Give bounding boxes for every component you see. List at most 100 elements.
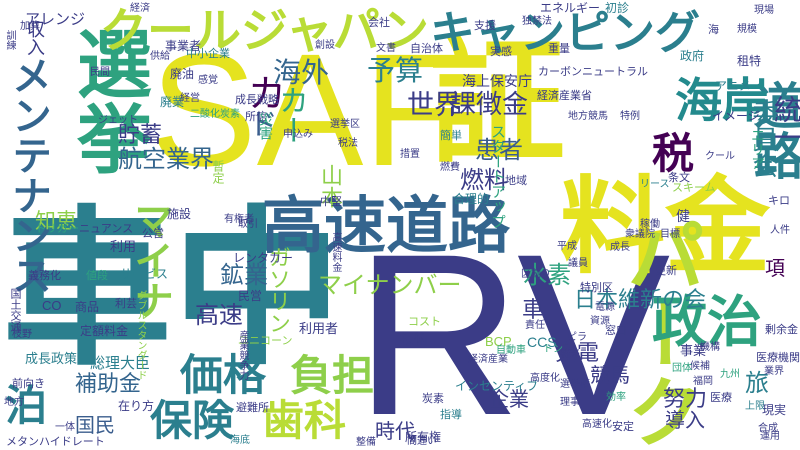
cloud-word: 国土交通 (9, 288, 22, 332)
cloud-word: 義務化 (28, 269, 61, 282)
cloud-word: 経営 (180, 93, 200, 104)
cloud-word: 地方 (4, 397, 24, 408)
cloud-word: 重量 (548, 42, 570, 55)
cloud-word: 一体 (55, 422, 75, 433)
cloud-word: 充電 (555, 341, 600, 366)
cloud-word: 経済産業省 (537, 89, 592, 102)
cloud-word: 感覚 (198, 75, 218, 86)
cloud-word: 導入 (665, 408, 705, 432)
cloud-word: 政府 (680, 49, 705, 63)
cloud-word: 海 (708, 23, 719, 36)
cloud-word: 稼働 (640, 219, 660, 230)
cloud-word: サービス (120, 267, 169, 281)
cloud-word: 高速化 (582, 419, 612, 430)
cloud-word: 海岸 (675, 74, 769, 129)
cloud-word: 所有権 (405, 430, 442, 444)
cloud-word: 施設 (167, 207, 192, 221)
cloud-word: 世界 (407, 90, 461, 121)
cloud-word: 利用者 (299, 322, 339, 337)
cloud-word: 剰余金 (765, 323, 798, 336)
cloud-word: メタンハイドレート (6, 435, 105, 448)
cloud-word: コスト (408, 315, 441, 328)
cloud-word: スキーム (672, 181, 716, 194)
cloud-word: 成長 (610, 242, 630, 253)
cloud-word: キャンピング (430, 6, 701, 59)
cloud-word: 在り方 (118, 399, 155, 413)
cloud-word: 中小企業 (186, 47, 230, 60)
cloud-word: 整備 (356, 437, 376, 448)
cloud-word: 文書 (376, 43, 396, 54)
cloud-word: 民間 (90, 67, 110, 78)
cloud-word: 航空業界 (118, 145, 214, 173)
cloud-word: 定額料金 (80, 324, 129, 338)
cloud-word: 歯科 (262, 396, 347, 445)
cloud-word: カーボンニュートラル (538, 65, 648, 78)
cloud-word: 高速 (195, 301, 243, 329)
cloud-word: 前向き (12, 377, 45, 390)
cloud-word: 税法 (338, 138, 358, 149)
cloud-word: 暫定 (211, 160, 225, 184)
cloud-word: ニュアンス (79, 222, 134, 235)
cloud-word: 泊 (5, 381, 48, 430)
cloud-word: 税 (652, 129, 695, 178)
cloud-word: 予算 (367, 54, 424, 87)
cloud-word: 車 (522, 298, 545, 323)
cloud-word: 独禁法 (522, 16, 552, 27)
cloud-word: 炭素 (422, 392, 444, 405)
cloud-word: 中堅 (320, 195, 342, 208)
cloud-word: マイナンバー (318, 271, 462, 299)
cloud-word: 道路 (746, 80, 800, 180)
cloud-word: 燃料 (460, 166, 508, 194)
cloud-word: 所信 (245, 110, 267, 123)
cloud-word: 更新 (655, 264, 677, 277)
cloud-word: 負担 (290, 351, 375, 400)
cloud-word: 海底 (230, 435, 250, 446)
cloud-word: スタートアップ (489, 124, 507, 229)
cloud-word: 運用 (760, 431, 780, 442)
cloud-word: 利用 (110, 240, 137, 255)
cloud-word: トン (543, 344, 563, 355)
cloud-word: ジェット (98, 115, 138, 126)
cloud-word: 間違い (407, 436, 437, 447)
cloud-word: 現実 (762, 403, 787, 417)
cloud-word: 効率 (606, 392, 626, 403)
cloud-word: BCP (485, 334, 512, 349)
cloud-word: 商品 (75, 300, 100, 314)
cloud-word: 訓練 (4, 30, 15, 50)
cloud-word: 車中 (2, 191, 343, 389)
cloud-word: 創設 (315, 40, 335, 51)
cloud-word: 機構 (700, 342, 720, 353)
cloud-word: 会社 (368, 16, 390, 29)
cloud-word: 成長政策 (25, 352, 78, 367)
cloud-word: 産業競争力 (237, 330, 248, 380)
cloud-word: 料金 (560, 166, 771, 288)
cloud-word: 経済 (130, 3, 150, 14)
cloud-word: 旅 (745, 369, 769, 397)
cloud-word: 初診 (605, 1, 630, 15)
cloud-word: 実感 (490, 45, 512, 58)
cloud-word: アレンジ (25, 10, 86, 28)
cloud-word: 団体 (672, 363, 692, 374)
cloud-word: 技術 (400, 332, 428, 348)
cloud-word: 業界 (764, 366, 784, 377)
cloud-word: 区割り (521, 269, 551, 280)
cloud-word: 将来 (560, 349, 580, 360)
cloud-word: アニメ (715, 79, 751, 93)
cloud-word: 議員 (568, 258, 588, 269)
cloud-word: 目標 (660, 229, 680, 240)
cloud-word: 支援 (474, 19, 496, 32)
cloud-word: 海上保安庁 (462, 74, 532, 90)
cloud-word: 値段 (86, 269, 108, 282)
cloud-word: クールジャパン (100, 4, 429, 59)
cloud-word: CCS (527, 334, 557, 350)
cloud-word: 規模 (737, 24, 757, 35)
cloud-word: 保険 (150, 396, 235, 445)
cloud-word: ド (242, 108, 277, 138)
cloud-word: 知恵 (35, 209, 77, 233)
cloud-word: 枝野 (12, 329, 32, 340)
cloud-word: 申込み (283, 129, 313, 140)
cloud-word: 国民 (75, 413, 115, 437)
cloud-word: ピラ (567, 332, 587, 343)
cloud-word: 二酸化炭素 (190, 109, 240, 120)
cloud-word: 選挙 (64, 25, 152, 175)
